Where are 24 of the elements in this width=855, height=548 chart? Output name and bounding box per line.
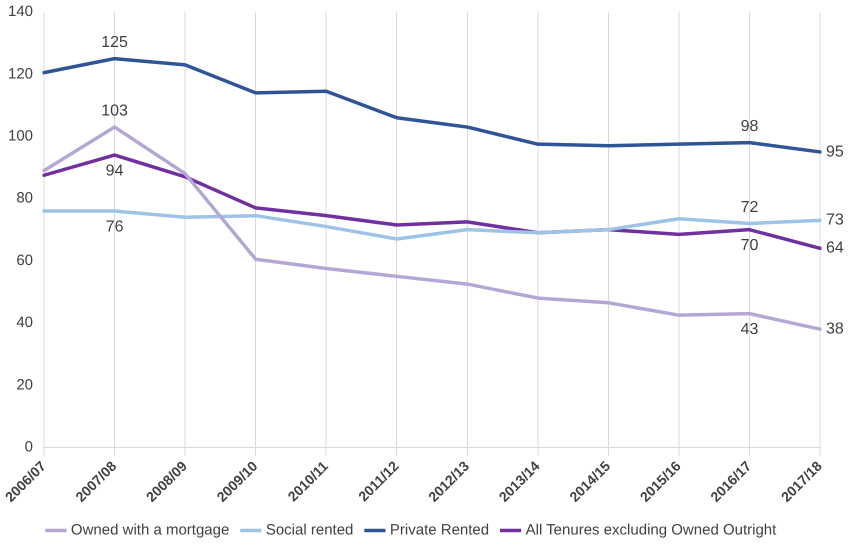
data-label: 98 [740,118,758,136]
data-label: 70 [740,237,758,254]
legend-label: Social rented [266,522,354,539]
y-tick-label: 120 [8,65,34,82]
data-label: 94 [106,162,124,180]
y-tick-label: 80 [16,190,34,207]
data-label: 76 [106,218,124,236]
data-label: 38 [826,320,844,338]
y-tick-label: 60 [16,252,34,269]
y-tick-label: 20 [16,376,34,394]
y-tick-label: 140 [8,3,34,20]
y-tick-label: 100 [8,128,34,145]
data-label: 64 [826,240,844,257]
data-label: 103 [101,102,128,120]
y-tick-label: 0 [24,438,34,456]
legend-label: All Tenures excluding Owned Outright [526,522,778,539]
legend-label: Owned with a mortgage [70,522,230,539]
data-label: 73 [826,212,844,229]
legend-label: Private Rented [390,522,490,539]
data-label: 72 [740,198,758,216]
data-label: 43 [740,321,758,338]
data-label: 95 [826,143,844,160]
y-tick-label: 40 [16,314,34,332]
data-label: 125 [101,34,128,52]
